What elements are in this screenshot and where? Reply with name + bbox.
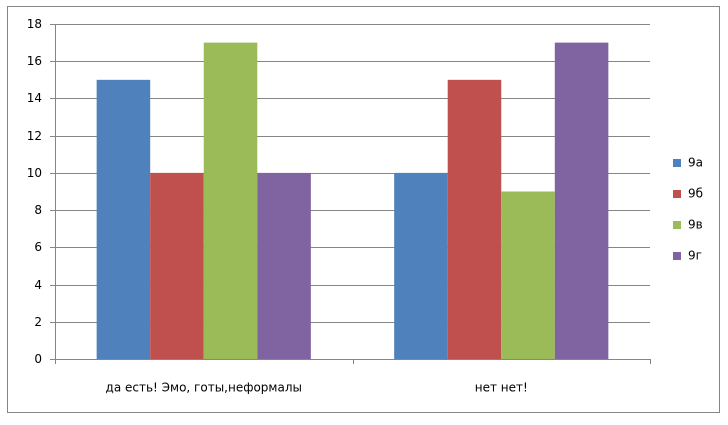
legend-swatch — [673, 221, 681, 229]
bar — [150, 172, 204, 359]
y-tick-label: 0 — [34, 352, 42, 366]
x-tick-label: нет нет! — [475, 381, 528, 395]
legend-swatch — [673, 190, 681, 198]
bar — [447, 79, 502, 359]
legend-label: 9а — [688, 156, 703, 170]
bar — [203, 42, 258, 359]
y-tick-label: 4 — [34, 278, 42, 292]
x-tick-label: да есть! Эмо, готы,неформалы — [106, 381, 302, 395]
legend-label: 9б — [688, 187, 703, 201]
legend-label: 9г — [688, 249, 702, 263]
y-tick-label: 10 — [27, 166, 42, 180]
bar — [554, 42, 609, 359]
y-tick-label: 6 — [34, 240, 42, 254]
legend-swatch — [673, 252, 681, 260]
y-tick-label: 2 — [34, 315, 42, 329]
legend-swatch — [673, 159, 681, 167]
y-tick-label: 12 — [27, 129, 42, 143]
y-tick-label: 18 — [27, 17, 42, 31]
y-tick-label: 8 — [34, 203, 42, 217]
legend-label: 9в — [688, 218, 703, 232]
bar — [501, 191, 555, 359]
y-tick-label: 14 — [27, 91, 42, 105]
bar — [257, 172, 311, 359]
y-tick-label: 16 — [27, 54, 42, 68]
bar — [394, 172, 448, 359]
bar — [96, 79, 151, 359]
